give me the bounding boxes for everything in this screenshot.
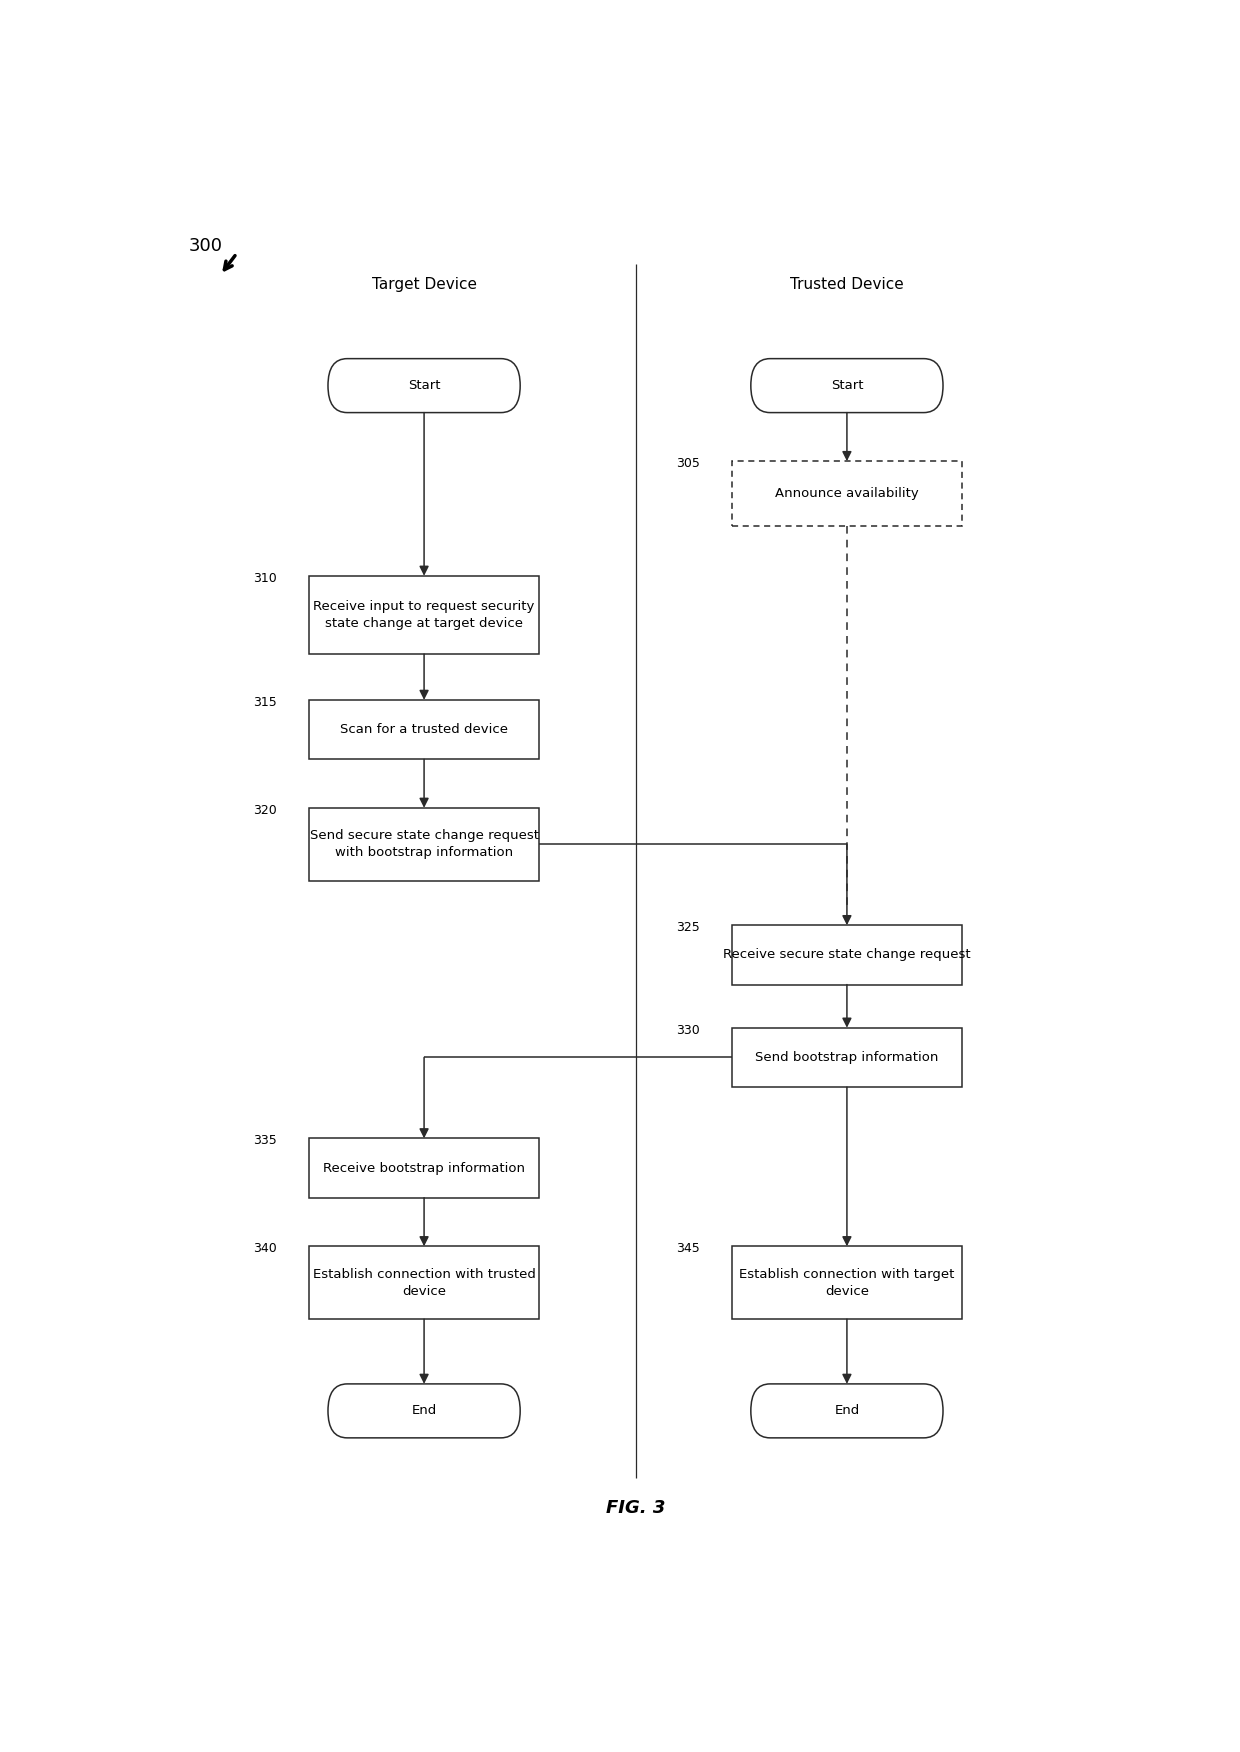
- Text: Start: Start: [408, 378, 440, 392]
- Text: Send bootstrap information: Send bootstrap information: [755, 1051, 939, 1063]
- Text: 300: 300: [188, 237, 223, 256]
- Text: 325: 325: [676, 922, 699, 934]
- Text: 330: 330: [676, 1023, 699, 1037]
- FancyBboxPatch shape: [309, 1139, 539, 1198]
- Text: Establish connection with trusted
device: Establish connection with trusted device: [312, 1268, 536, 1298]
- Text: 345: 345: [676, 1242, 699, 1254]
- Text: Receive input to request security
state change at target device: Receive input to request security state …: [314, 599, 534, 631]
- FancyBboxPatch shape: [309, 576, 539, 653]
- FancyBboxPatch shape: [309, 701, 539, 759]
- Text: End: End: [835, 1405, 859, 1417]
- Text: FIG. 3: FIG. 3: [606, 1500, 665, 1517]
- Text: Target Device: Target Device: [372, 277, 476, 293]
- FancyBboxPatch shape: [732, 925, 962, 985]
- FancyBboxPatch shape: [309, 808, 539, 881]
- Text: Send secure state change request
with bootstrap information: Send secure state change request with bo…: [310, 829, 538, 858]
- Text: Start: Start: [831, 378, 863, 392]
- Text: 315: 315: [253, 696, 277, 710]
- FancyBboxPatch shape: [732, 1028, 962, 1086]
- Text: End: End: [412, 1405, 436, 1417]
- Text: Receive bootstrap information: Receive bootstrap information: [324, 1162, 525, 1174]
- Text: 320: 320: [253, 804, 277, 816]
- FancyBboxPatch shape: [327, 1384, 521, 1438]
- FancyBboxPatch shape: [751, 359, 944, 413]
- FancyBboxPatch shape: [751, 1384, 944, 1438]
- Text: Announce availability: Announce availability: [775, 487, 919, 499]
- FancyBboxPatch shape: [732, 1246, 962, 1319]
- Text: 310: 310: [253, 571, 277, 585]
- Text: Scan for a trusted device: Scan for a trusted device: [340, 724, 508, 736]
- Text: 335: 335: [253, 1134, 277, 1148]
- Text: Receive secure state change request: Receive secure state change request: [723, 948, 971, 962]
- Text: Establish connection with target
device: Establish connection with target device: [739, 1268, 955, 1298]
- FancyBboxPatch shape: [327, 359, 521, 413]
- Text: 305: 305: [676, 457, 699, 470]
- Text: Trusted Device: Trusted Device: [790, 277, 904, 293]
- Text: 340: 340: [253, 1242, 277, 1254]
- FancyBboxPatch shape: [732, 461, 962, 526]
- FancyBboxPatch shape: [309, 1246, 539, 1319]
